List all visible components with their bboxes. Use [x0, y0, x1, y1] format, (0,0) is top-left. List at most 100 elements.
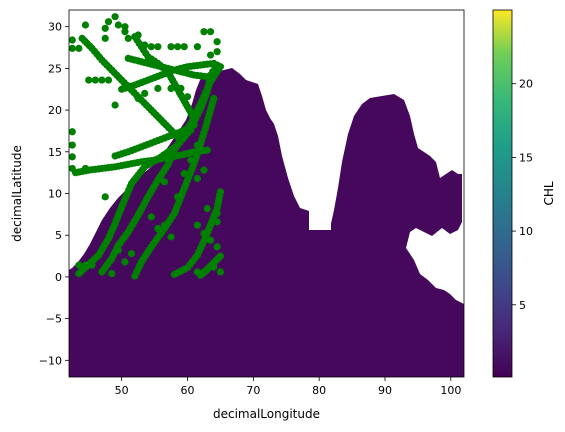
observation-point: [111, 101, 119, 109]
observation-point: [101, 193, 109, 201]
observation-point: [124, 34, 132, 42]
x-tick-label: 80: [312, 384, 326, 397]
y-tick-label: 10: [48, 188, 62, 201]
observation-point: [101, 34, 109, 42]
raster-island-ceylon-gap: [309, 198, 331, 230]
observation-point: [127, 249, 136, 258]
y-axis: −10 −5 0 5 10 15 20 25 30: [39, 21, 69, 367]
observation-point: [210, 94, 218, 103]
observation-point: [213, 209, 221, 218]
observation-point: [177, 136, 185, 144]
x-axis-label: decimalLongitude: [213, 407, 320, 421]
observation-point: [183, 93, 192, 101]
x-tick-label: 60: [181, 384, 195, 397]
observation-point: [154, 84, 162, 93]
observation-point: [213, 38, 221, 46]
observation-point: [167, 233, 175, 241]
observation-point: [213, 48, 221, 56]
observation-point: [203, 73, 211, 81]
observation-point: [69, 44, 76, 52]
colorbar-tick-label: 5: [519, 299, 526, 312]
observation-point: [200, 268, 208, 276]
observation-point: [134, 31, 142, 39]
observation-point: [141, 89, 149, 98]
y-tick-label: 0: [55, 271, 62, 284]
observation-point: [69, 128, 76, 136]
observation-point: [213, 218, 221, 226]
observation-point: [216, 63, 225, 71]
observation-point: [210, 59, 218, 67]
colorbar-label: CHL: [542, 181, 556, 205]
y-axis-label: decimalLatitude: [10, 145, 24, 242]
observation-point: [213, 243, 221, 251]
observation-point: [177, 84, 185, 93]
observation-point: [200, 166, 208, 174]
marks-layer: [69, 13, 225, 280]
observation-point: [81, 164, 90, 173]
observation-point: [88, 261, 96, 269]
observation-point: [200, 229, 208, 238]
y-tick-label: 30: [48, 21, 62, 34]
observation-point: [98, 76, 106, 84]
observation-point: [160, 221, 169, 229]
observation-point: [216, 252, 225, 260]
observation-point: [203, 204, 211, 213]
observation-point: [147, 213, 155, 221]
x-tick-label: 50: [115, 384, 129, 397]
observation-point: [200, 28, 208, 36]
observation-point: [85, 76, 93, 84]
y-tick-label: 15: [48, 146, 62, 159]
observation-point: [187, 126, 195, 134]
observation-point: [167, 43, 175, 51]
observation-point: [101, 24, 109, 32]
observation-point: [193, 43, 201, 51]
observation-point: [193, 174, 201, 183]
observation-point: [121, 258, 129, 266]
observation-point: [174, 193, 182, 201]
colorbar-tick-label: 15: [519, 151, 533, 164]
observation-point: [216, 188, 225, 196]
observation-point: [174, 43, 182, 51]
observation-point: [160, 178, 169, 186]
observation-point: [69, 36, 76, 44]
plot-area: [69, 10, 464, 377]
colorbar: [492, 9, 513, 378]
observation-point: [108, 269, 116, 278]
observation-point: [69, 141, 76, 149]
x-tick-label: 100: [440, 384, 461, 397]
observation-point: [193, 221, 201, 229]
observation-point: [91, 76, 99, 84]
observation-point: [180, 169, 188, 178]
y-tick-label: −10: [39, 354, 62, 367]
observation-point: [147, 43, 155, 51]
observation-point: [104, 18, 113, 26]
chl-raster-field: [69, 68, 464, 377]
observation-point: [203, 146, 211, 154]
observation-point: [193, 268, 201, 276]
colorbar-tick-label: 20: [519, 78, 533, 91]
x-axis: 50 60 70 80 90 100: [115, 377, 461, 397]
observation-point: [210, 263, 218, 271]
y-tick-label: 25: [48, 62, 62, 75]
observation-point: [206, 236, 215, 244]
observation-point: [75, 44, 83, 52]
y-tick-label: 20: [48, 104, 62, 117]
observation-point: [141, 41, 149, 49]
x-tick-label: 70: [246, 384, 260, 397]
observation-point: [154, 43, 162, 51]
colorbar-tick-label: 10: [519, 225, 533, 238]
observation-point: [193, 141, 201, 149]
observation-point: [75, 261, 83, 269]
colorbar-ticks: 5 10 15 20: [512, 78, 533, 312]
observation-point: [111, 13, 119, 21]
observation-point: [114, 21, 122, 29]
observation-point: [154, 224, 162, 233]
observation-point: [69, 153, 76, 161]
observation-point: [206, 28, 215, 36]
observation-point: [167, 84, 175, 93]
observation-point: [121, 23, 129, 31]
observation-point: [180, 43, 188, 51]
observation-point: [206, 51, 215, 59]
x-tick-label: 90: [378, 384, 392, 397]
